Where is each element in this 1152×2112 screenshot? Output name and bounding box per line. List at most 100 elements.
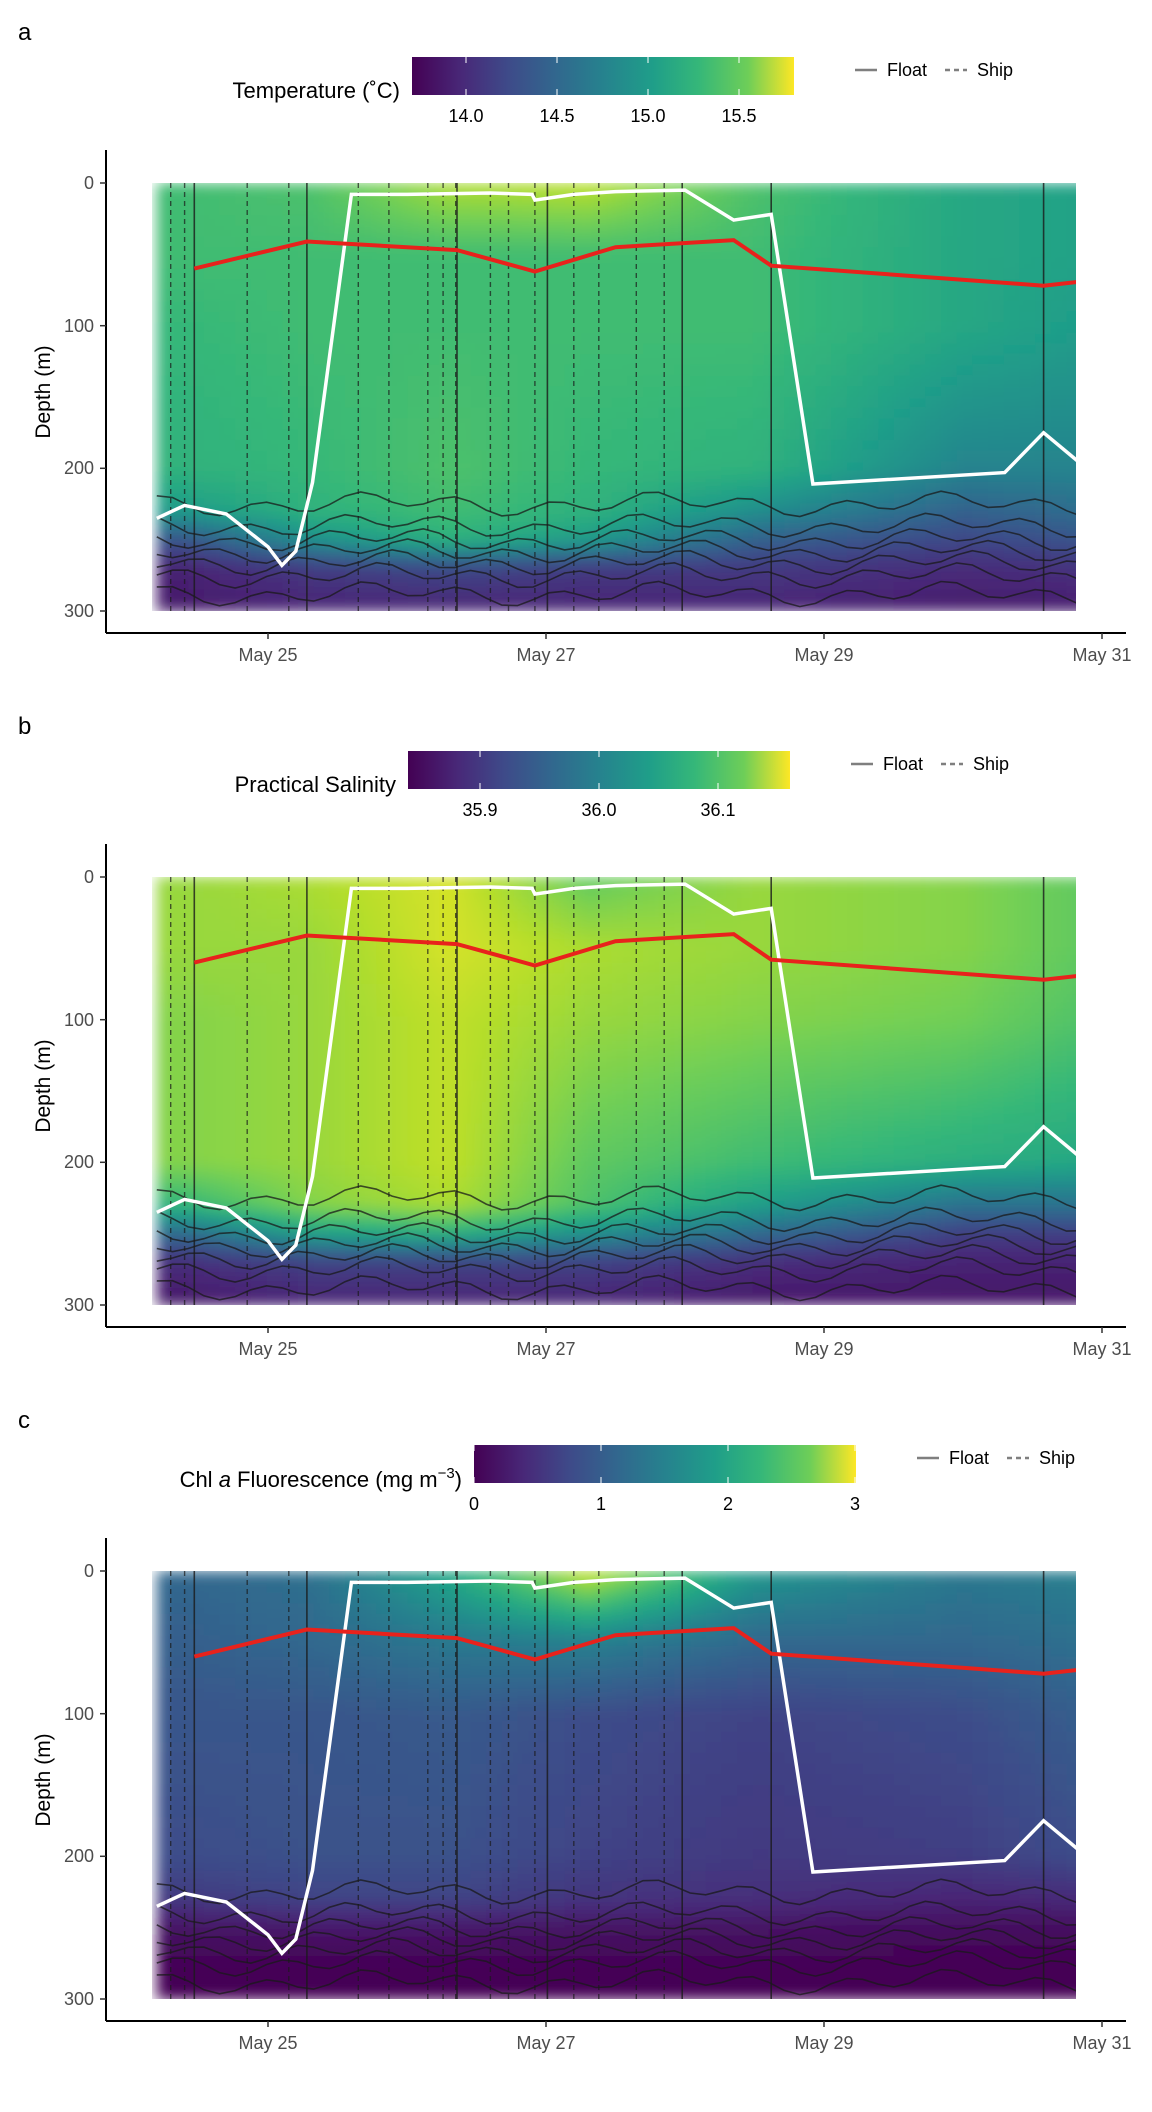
heatmap-cell — [956, 290, 974, 302]
heatmap-cell — [486, 984, 503, 996]
heatmap-cell — [956, 354, 974, 366]
heatmap-cell — [454, 1294, 472, 1305]
heatmap-cell — [282, 397, 299, 409]
heatmap-cell — [203, 300, 221, 313]
heatmap-cell — [737, 1026, 754, 1039]
heatmap-cell — [1050, 1208, 1068, 1221]
heatmap-cell — [737, 225, 754, 238]
heatmap-cell — [548, 909, 566, 921]
heatmap-cell — [548, 1262, 566, 1274]
heatmap-cell — [595, 204, 613, 217]
heatmap-cell — [548, 1069, 566, 1082]
heatmap-cell — [1082, 579, 1099, 591]
heatmap-cell — [392, 1058, 409, 1071]
heatmap-cell — [878, 204, 895, 217]
heatmap-cell — [925, 493, 942, 505]
heatmap-cell — [956, 225, 974, 238]
heatmap-cell — [988, 546, 1005, 559]
heatmap-cell — [690, 225, 707, 238]
heatmap-cell — [925, 919, 942, 932]
heatmap-cell — [219, 1091, 237, 1103]
heatmap-cell — [862, 909, 880, 921]
heatmap-cell — [407, 1048, 425, 1060]
heatmap-cell — [533, 1208, 550, 1221]
heatmap-cell — [282, 1208, 299, 1221]
heatmap-cell — [517, 461, 535, 473]
heatmap-cell — [799, 183, 817, 195]
heatmap-cell — [705, 1069, 723, 1082]
contour-line — [156, 1255, 1076, 1283]
heatmap-cell — [815, 204, 833, 217]
heatmap-cell — [156, 1913, 174, 1926]
heatmap-cell — [611, 578, 629, 591]
heatmap-cell — [690, 268, 707, 281]
heatmap-cell — [250, 1069, 268, 1082]
heatmap-cell — [878, 887, 895, 900]
heatmap-cell — [407, 568, 425, 580]
heatmap-cell — [705, 578, 723, 591]
heatmap-cell — [533, 257, 550, 270]
heatmap-cell — [439, 418, 456, 431]
heatmap-cell — [690, 973, 707, 985]
heatmap-cell — [564, 1219, 582, 1232]
heatmap-cell — [941, 1272, 958, 1285]
heatmap-cell — [454, 450, 472, 463]
heatmap-cell — [909, 1123, 927, 1135]
heatmap-cell — [643, 1262, 660, 1274]
heatmap-cell — [893, 354, 911, 366]
heatmap-cell — [941, 290, 958, 302]
heatmap-cell — [752, 898, 770, 911]
heatmap-cell — [533, 909, 550, 921]
heatmap-cell — [486, 600, 503, 611]
heatmap-cell — [595, 471, 613, 484]
heatmap-cell — [925, 1080, 942, 1092]
heatmap-cell — [454, 1091, 472, 1103]
heatmap-cell — [156, 1294, 174, 1305]
heatmap-cell — [956, 257, 974, 270]
heatmap-cell — [1003, 930, 1021, 943]
heatmap-cell — [454, 397, 472, 409]
heatmap-cell — [643, 429, 660, 441]
heatmap-cell — [250, 493, 268, 505]
heatmap-cell — [360, 183, 378, 195]
heatmap-cell — [690, 546, 707, 559]
heatmap-cell — [690, 951, 707, 964]
heatmap-cell — [846, 546, 864, 559]
heatmap-cell — [705, 439, 723, 452]
heatmap-cell — [533, 1037, 550, 1050]
heatmap-cell — [203, 1112, 221, 1125]
heatmap-cell — [595, 984, 613, 996]
heatmap-cell — [988, 1091, 1005, 1103]
heatmap-cell — [1019, 1048, 1037, 1060]
heatmap-cell — [282, 589, 299, 602]
legend-b: Float Ship — [851, 754, 1009, 774]
heatmap-cell — [1050, 1080, 1068, 1092]
heatmap-cell — [486, 951, 503, 964]
heatmap-cell — [643, 1198, 660, 1210]
heatmap-cell — [705, 418, 723, 431]
colorbar-ticks-b — [479, 751, 719, 789]
heatmap-cell — [893, 504, 911, 516]
heatmap-cell — [313, 1240, 331, 1253]
heatmap-cell — [862, 1283, 880, 1296]
heatmap-cell — [1066, 343, 1076, 356]
heatmap-cell — [752, 322, 770, 334]
heatmap-cell — [846, 536, 864, 548]
heatmap-cell — [345, 354, 362, 366]
heatmap-cell — [690, 257, 707, 270]
heatmap-cell — [329, 418, 346, 431]
heatmap-cell — [799, 247, 817, 259]
heatmap-cell — [846, 568, 864, 580]
heatmap-cell — [1066, 290, 1076, 302]
heatmap-cell — [266, 557, 284, 570]
heatmap-cell — [454, 887, 472, 900]
heatmap-cell — [846, 525, 864, 538]
heatmap-cell — [690, 578, 707, 591]
heatmap-cell — [721, 386, 739, 398]
heatmap-cell — [611, 1187, 629, 1199]
contour-line — [156, 1221, 1076, 1246]
heatmap-cell — [517, 941, 535, 953]
heatmap-cell — [517, 504, 535, 516]
heatmap-cell — [188, 1123, 205, 1135]
heatmap-cell — [313, 898, 331, 911]
